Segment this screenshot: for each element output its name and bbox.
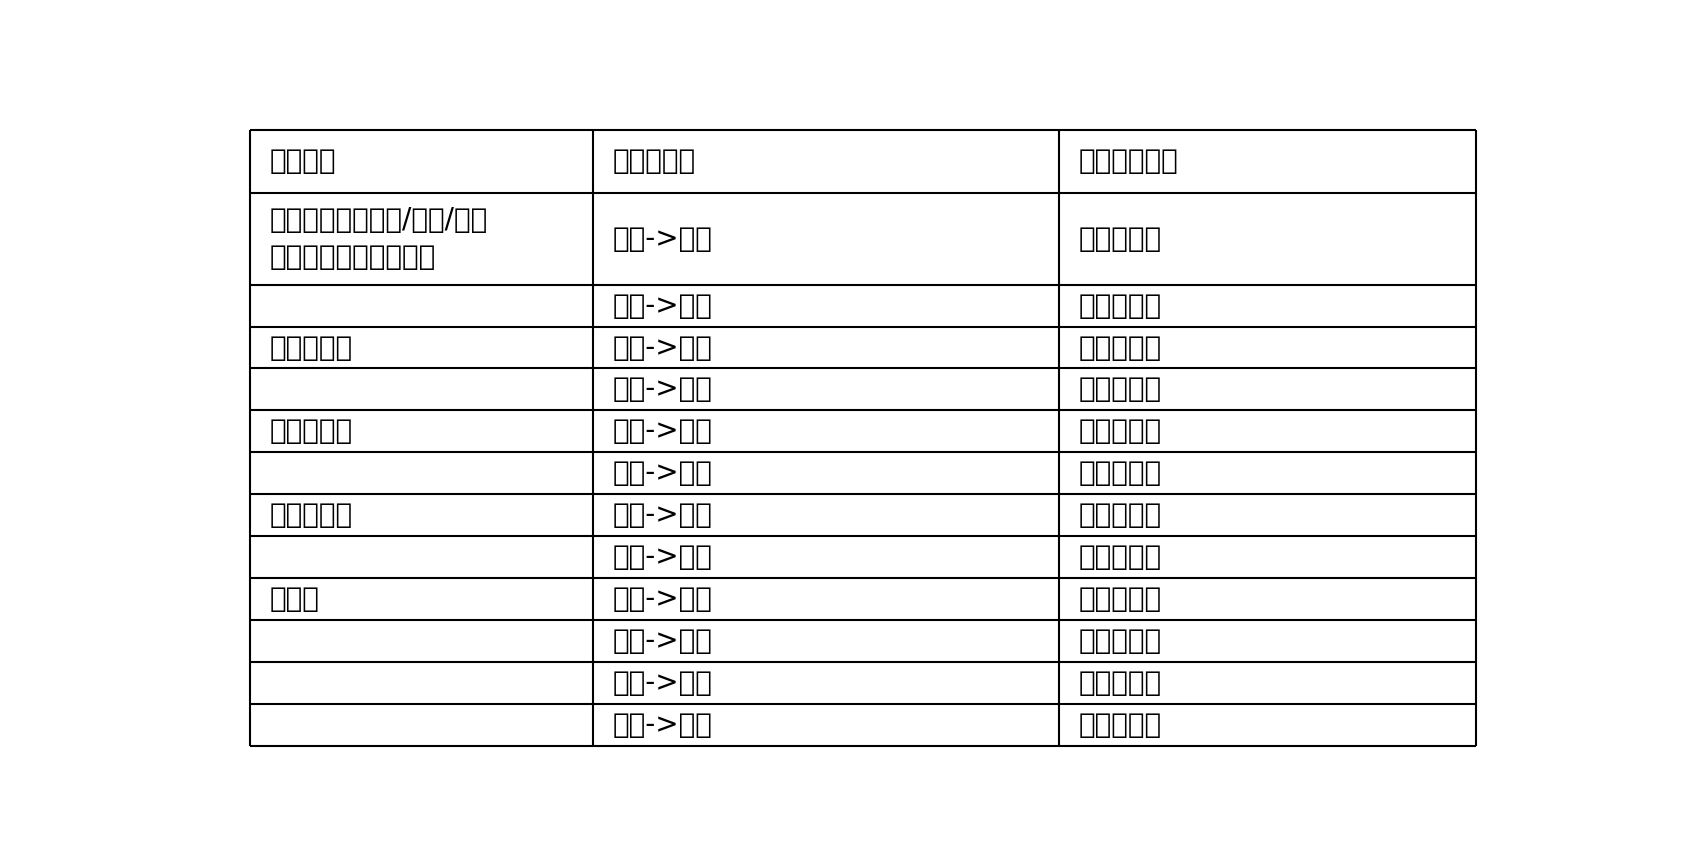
Text: 熄灭，熄灭: 熄灭，熄灭	[1079, 459, 1162, 488]
Text: 绿色，绿色: 绿色，绿色	[1079, 669, 1162, 697]
Text: 绿色->红色: 绿色->红色	[613, 292, 712, 320]
Text: 熄灭，熄灭: 熄灭，熄灭	[1079, 376, 1162, 403]
Text: 圆灯主灯组、左转/直行/右转
箭头主灯组、自行车灯: 圆灯主灯组、左转/直行/右转 箭头主灯组、自行车灯	[269, 206, 487, 271]
Text: 灯组类型: 灯组类型	[269, 147, 335, 175]
Text: 绿色箭头灯: 绿色箭头灯	[269, 334, 352, 361]
Text: 红色->绿色: 红色->绿色	[613, 627, 712, 654]
Text: 黄闪，熄灭: 黄闪，熄灭	[1079, 417, 1162, 445]
Text: 红色->绿色: 红色->绿色	[613, 224, 712, 253]
Text: 绿色->红色: 绿色->红色	[613, 710, 712, 739]
Text: 红色，红闪: 红色，红闪	[1079, 627, 1162, 654]
Text: 过渡相位颜色: 过渡相位颜色	[1079, 147, 1179, 175]
Text: 行人灯: 行人灯	[269, 585, 318, 613]
Text: 熄灭->红色: 熄灭->红色	[613, 543, 712, 571]
Text: 绿色->绿色: 绿色->绿色	[613, 669, 712, 697]
Text: 熄灭->黄色: 熄灭->黄色	[613, 459, 712, 488]
Text: 绿闪，熄灭: 绿闪，熄灭	[1079, 334, 1162, 361]
Text: 黄色->熄灭: 黄色->熄灭	[613, 417, 712, 445]
Text: 绿闪，黄色: 绿闪，黄色	[1079, 292, 1162, 320]
Text: 红闪，熄灭: 红闪，熄灭	[1079, 501, 1162, 529]
Text: 熄灭->绿色: 熄灭->绿色	[613, 376, 712, 403]
Text: 红色，红闪: 红色，红闪	[1079, 224, 1162, 253]
Text: 黄色箭头灯: 黄色箭头灯	[269, 417, 352, 445]
Text: 红色，红色: 红色，红色	[1079, 585, 1162, 613]
Text: 红色->红色: 红色->红色	[613, 585, 712, 613]
Text: 绿色->熄灭: 绿色->熄灭	[613, 334, 712, 361]
Text: 红色->熄灭: 红色->熄灭	[613, 501, 712, 529]
Text: 主相位变化: 主相位变化	[613, 147, 695, 175]
Text: 绿闪，红色: 绿闪，红色	[1079, 710, 1162, 739]
Text: 熄灭，熄灭: 熄灭，熄灭	[1079, 543, 1162, 571]
Text: 红色箭头灯: 红色箭头灯	[269, 501, 352, 529]
